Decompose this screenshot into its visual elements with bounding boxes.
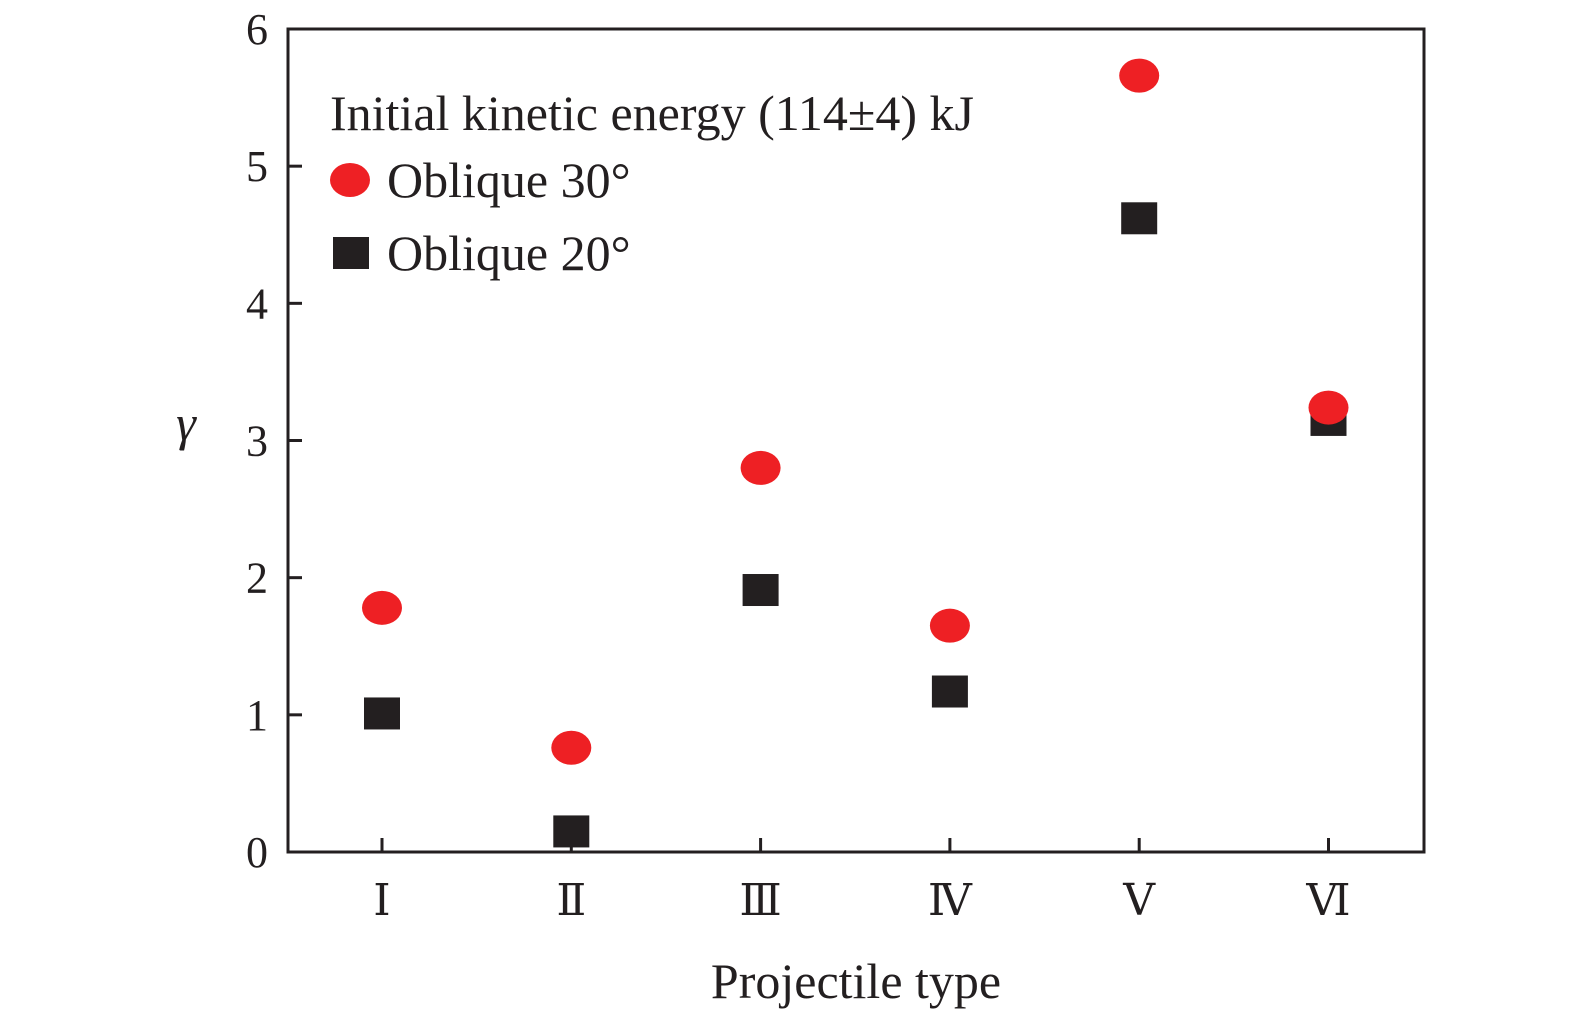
- x-tick-label-0: Ⅰ: [373, 876, 390, 925]
- y-tick-label-6: 6: [246, 5, 268, 54]
- point-0-2: [740, 450, 781, 485]
- y-tick-label-1: 1: [246, 691, 268, 740]
- y-axis: 0 1 2 3 4 5 6: [246, 5, 302, 877]
- legend: Initial kinetic energy (114±4) kJ Obliqu…: [330, 85, 974, 281]
- x-tick-label-2: Ⅲ: [739, 876, 781, 925]
- data-points: [362, 58, 1349, 848]
- x-tick-label-5: Ⅵ: [1305, 876, 1350, 925]
- y-tick-label-3: 3: [246, 417, 268, 466]
- point-0-3: [929, 608, 970, 643]
- x-axis: Ⅰ Ⅱ Ⅲ Ⅳ Ⅴ Ⅵ: [373, 838, 1351, 925]
- point-1-4: [1121, 202, 1158, 235]
- point-1-1: [553, 815, 590, 848]
- point-0-5: [1308, 390, 1349, 425]
- y-tick-label-0: 0: [246, 828, 268, 877]
- x-tick-label-1: Ⅱ: [556, 876, 586, 925]
- point-1-2: [742, 574, 779, 607]
- y-tick-label-4: 4: [246, 279, 268, 328]
- legend-title: Initial kinetic energy (114±4) kJ: [330, 85, 974, 141]
- y-tick-label-5: 5: [246, 142, 268, 191]
- point-0-4: [1119, 58, 1160, 93]
- legend-marker-1: [333, 237, 369, 269]
- x-tick-label-4: Ⅴ: [1122, 876, 1156, 925]
- x-axis-label: Projectile type: [711, 953, 1001, 1009]
- point-0-0: [362, 590, 402, 625]
- point-1-3: [931, 675, 968, 708]
- point-0-1: [551, 730, 592, 765]
- x-tick-label-3: Ⅳ: [928, 876, 973, 925]
- legend-label-1: Oblique 20°: [387, 225, 631, 281]
- legend-marker-0: [330, 163, 370, 197]
- y-tick-label-2: 2: [246, 554, 268, 603]
- y-axis-label: γ: [176, 395, 197, 451]
- point-1-0: [364, 697, 400, 730]
- legend-label-0: Oblique 30°: [387, 152, 631, 208]
